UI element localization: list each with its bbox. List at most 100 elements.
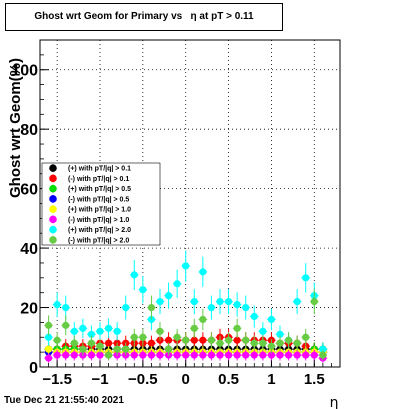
- legend-label: (-) with pT/|q| > 0.1: [68, 176, 129, 183]
- data-point: [122, 303, 130, 312]
- data-point: [147, 303, 156, 312]
- data-point: [216, 351, 224, 359]
- y-tick-label: 80: [20, 122, 38, 139]
- data-point: [96, 327, 104, 335]
- y-axis-label: Ghost wrt Geom(%): [7, 58, 24, 198]
- data-point: [207, 303, 216, 312]
- data-point: [310, 298, 318, 306]
- y-tick-label: 20: [20, 301, 38, 318]
- data-point: [62, 321, 70, 329]
- data-point: [44, 333, 53, 341]
- data-point: [70, 327, 78, 335]
- legend-marker: [49, 195, 57, 203]
- data-point: [130, 271, 138, 279]
- data-point: [147, 339, 156, 347]
- data-point: [62, 351, 70, 359]
- y-tick-labels: 0 20 40 60 80 100: [11, 63, 38, 377]
- data-point: [104, 324, 113, 332]
- data-point: [164, 292, 173, 300]
- data-point: [130, 333, 138, 341]
- y-tick-label: 100: [11, 63, 38, 80]
- data-point: [104, 351, 113, 359]
- data-point: [173, 333, 181, 341]
- x-tick-label: −1: [91, 371, 108, 388]
- data-points: [44, 250, 328, 363]
- data-point: [87, 330, 96, 338]
- data-point: [87, 351, 96, 359]
- legend-label: (-) with pT/|q| > 2.0: [68, 237, 129, 244]
- data-point: [242, 303, 250, 312]
- data-point: [233, 324, 241, 332]
- data-point: [190, 351, 198, 359]
- data-point: [224, 298, 233, 306]
- data-point: [173, 280, 181, 288]
- data-point: [207, 336, 216, 344]
- data-point: [199, 268, 207, 276]
- legend-label: (+) with pT/|q| > 2.0: [68, 227, 131, 234]
- data-point: [302, 274, 310, 282]
- data-point: [199, 351, 207, 359]
- data-point: [233, 336, 241, 344]
- legend-marker: [49, 225, 57, 234]
- data-point: [250, 312, 258, 321]
- x-tick-label: 0: [182, 371, 190, 388]
- data-point: [267, 315, 276, 324]
- timestamp-footer: Tue Dec 21 21:55:40 2021: [4, 395, 124, 406]
- data-point: [224, 351, 233, 359]
- data-point: [310, 351, 318, 359]
- data-point: [96, 342, 104, 350]
- data-point: [44, 321, 53, 329]
- data-point: [276, 339, 284, 347]
- data-point: [284, 351, 293, 359]
- chart-title: Ghost wrt Geom for Primary vs η at pT > …: [34, 11, 254, 22]
- legend-marker: [49, 215, 57, 224]
- data-point: [62, 303, 70, 312]
- data-point: [216, 339, 224, 347]
- data-point: [139, 351, 147, 359]
- data-point: [293, 339, 301, 347]
- legend-marker: [49, 236, 57, 244]
- data-point: [284, 336, 293, 344]
- legend-marker: [49, 205, 57, 213]
- data-point: [233, 300, 241, 309]
- data-point: [113, 345, 121, 353]
- data-point: [259, 327, 267, 335]
- x-tick-label: 0.5: [218, 371, 239, 388]
- data-point: [259, 339, 267, 347]
- data-point: [147, 351, 156, 359]
- data-point: [164, 336, 173, 344]
- data-point: [250, 351, 258, 359]
- data-point: [53, 300, 61, 309]
- legend-label: (-) with pT/|q| > 1.0: [68, 217, 129, 224]
- legend-marker: [49, 174, 57, 183]
- data-point: [70, 351, 78, 359]
- legend-label: (+) with pT/|q| > 0.1: [68, 166, 131, 173]
- data-point: [216, 298, 224, 306]
- legend-marker: [49, 184, 57, 193]
- title-box: Ghost wrt Geom for Primary vs η at pT > …: [5, 3, 283, 31]
- x-tick-label: 1: [267, 371, 275, 388]
- data-point: [156, 351, 164, 359]
- data-point: [293, 351, 301, 359]
- legend-label: (+) with pT/|q| > 0.5: [68, 186, 131, 193]
- data-point: [113, 327, 121, 335]
- data-point: [173, 351, 181, 359]
- y-tick-label: 0: [29, 360, 38, 377]
- data-point: [319, 351, 327, 359]
- data-point: [276, 351, 284, 359]
- data-point: [267, 342, 276, 350]
- data-point: [53, 351, 61, 359]
- data-point: [96, 351, 104, 359]
- x-axis-label: η: [330, 395, 339, 409]
- data-point: [190, 298, 198, 306]
- data-point: [44, 345, 53, 353]
- data-point: [319, 345, 327, 353]
- legend-label: (-) with pT/|q| > 0.5: [68, 196, 129, 203]
- data-point: [79, 345, 87, 353]
- data-point: [267, 351, 276, 359]
- data-point: [182, 351, 190, 359]
- x-tick-labels: −1.5 −1 −0.5 0 0.5 1 1.5: [42, 371, 324, 388]
- data-point: [122, 345, 130, 353]
- data-point: [130, 351, 138, 359]
